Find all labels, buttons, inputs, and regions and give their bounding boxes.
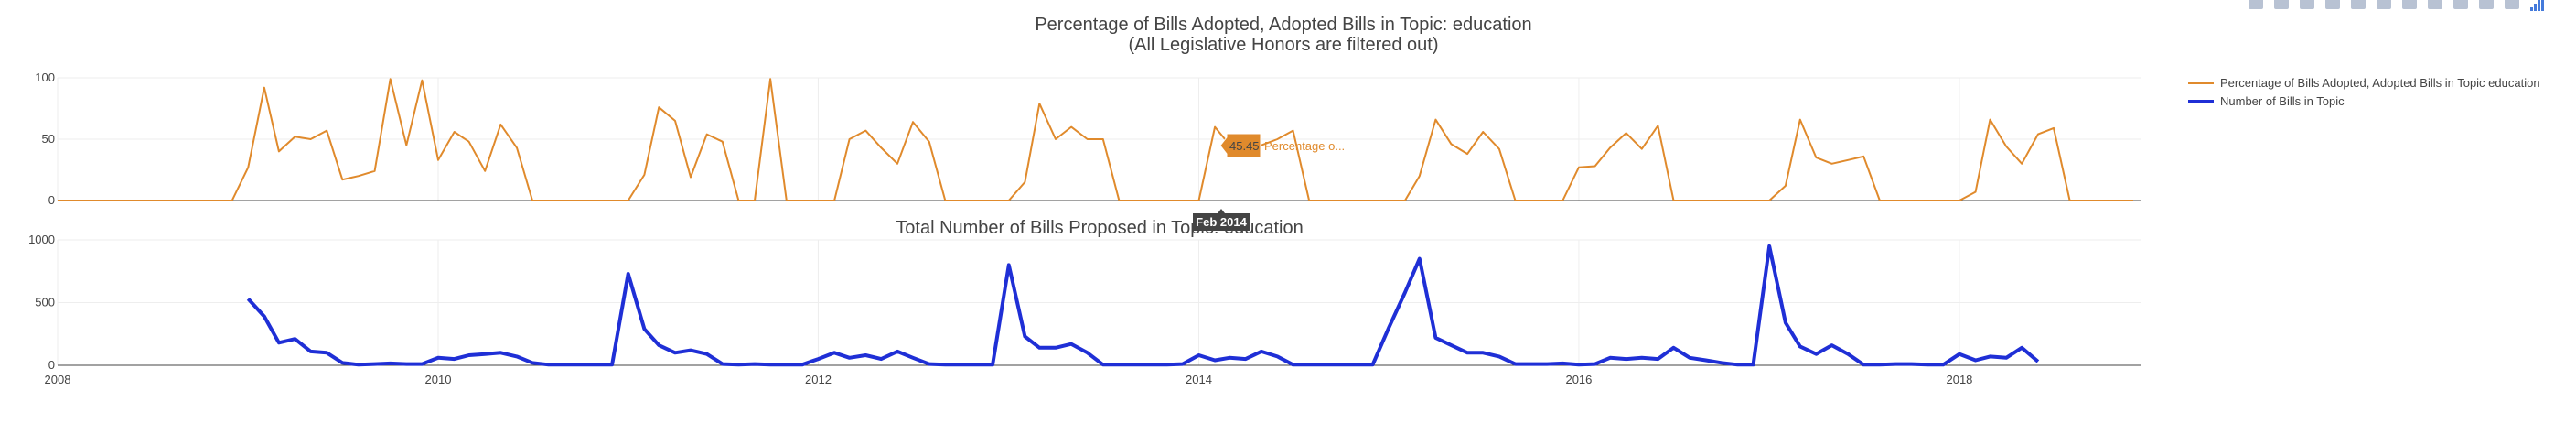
top-chart-title: Percentage of Bills Adopted, Adopted Bil… xyxy=(1035,15,1531,35)
zoom-icon[interactable] xyxy=(2300,0,2314,9)
hover-value-box xyxy=(1219,133,1261,158)
y-tick-label: 0 xyxy=(48,358,55,372)
autoscale-icon[interactable] xyxy=(2402,0,2417,9)
hover-closest-icon[interactable] xyxy=(2479,0,2494,9)
bottom-plot-area[interactable]: 0 500 1000 2008 2010 2012 2014 2016 2018 xyxy=(28,233,2141,386)
hover-series-label: Percentage o... xyxy=(1264,139,1345,153)
hover-x-box xyxy=(1193,209,1250,231)
y-tick-label: 1000 xyxy=(28,233,55,246)
plotly-logo-icon[interactable] xyxy=(2530,0,2544,11)
y-tick-label: 0 xyxy=(48,193,55,207)
spike-lines-icon[interactable] xyxy=(2453,0,2468,9)
x-tick-label: 2014 xyxy=(1186,373,1212,386)
legend-item-percentage[interactable]: Percentage of Bills Adopted, Adopted Bil… xyxy=(2188,76,2540,90)
hover-compare-icon[interactable] xyxy=(2505,0,2519,9)
x-tick-label: 2010 xyxy=(425,373,452,386)
modebar xyxy=(2249,0,2544,11)
y-tick-label: 100 xyxy=(35,70,55,84)
top-plot-area[interactable]: 0 50 100 xyxy=(35,70,2141,207)
y-tick-label: 500 xyxy=(35,296,55,309)
hover-tooltip: 45.45 Percentage o... Feb 2014 xyxy=(1193,133,1345,231)
series-line[interactable] xyxy=(58,78,2133,201)
y-tick-label: 50 xyxy=(42,132,55,146)
save-icon[interactable] xyxy=(2274,0,2289,9)
x-tick-label: 2008 xyxy=(45,373,71,386)
legend-label-percentage: Percentage of Bills Adopted, Adopted Bil… xyxy=(2220,76,2540,90)
top-chart-subtitle: (All Legislative Honors are filtered out… xyxy=(1128,35,1438,55)
camera-icon[interactable] xyxy=(2249,0,2263,9)
legend-label-number-of-bills: Number of Bills in Topic xyxy=(2220,94,2345,108)
x-tick-label: 2012 xyxy=(805,373,832,386)
hover-x-label: Feb 2014 xyxy=(1196,215,1247,229)
pan-icon[interactable] xyxy=(2325,0,2340,9)
reset-axes-icon[interactable] xyxy=(2428,0,2442,9)
legend-item-number-of-bills[interactable]: Number of Bills in Topic xyxy=(2188,94,2345,108)
x-tick-label: 2018 xyxy=(1946,373,1972,386)
zoom-out-icon[interactable] xyxy=(2377,0,2391,9)
hover-value-label: 45.45 xyxy=(1229,139,1260,153)
x-tick-label: 2016 xyxy=(1565,373,1592,386)
zoom-in-icon[interactable] xyxy=(2351,0,2366,9)
legend: Percentage of Bills Adopted, Adopted Bil… xyxy=(2188,76,2540,108)
series-line[interactable] xyxy=(246,244,2040,367)
